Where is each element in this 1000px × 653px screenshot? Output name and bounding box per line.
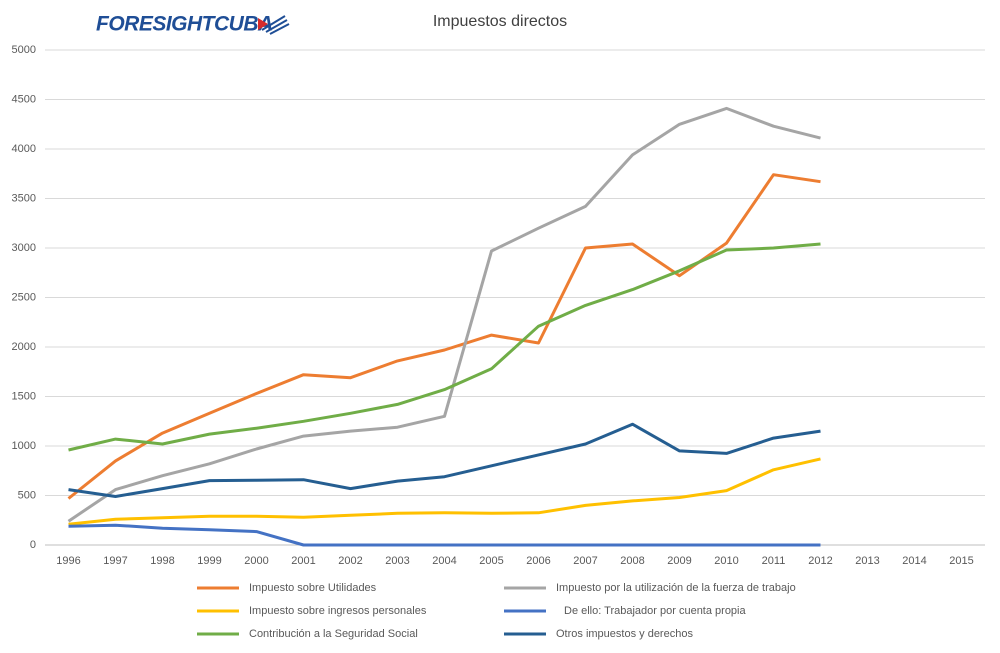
logo: FORESIGHTCUBA: [96, 13, 273, 36]
x-tick-label: 2004: [432, 555, 456, 567]
x-tick-label: 1999: [197, 555, 221, 567]
x-tick-label: 2006: [526, 555, 550, 567]
series-line: [68, 242, 821, 452]
x-tick-label: 2009: [667, 555, 691, 567]
x-tick-label: 2002: [338, 555, 362, 567]
x-tick-label: 2013: [855, 555, 879, 567]
y-tick-label: 5000: [12, 44, 36, 56]
x-tick-label: 2008: [620, 555, 644, 567]
x-tick-label: 2012: [808, 555, 832, 567]
series-line: [68, 523, 821, 547]
x-tick-label: 1996: [56, 555, 80, 567]
x-tick-label: 2015: [949, 555, 973, 567]
y-tick-label: 1500: [12, 390, 36, 402]
x-tick-label: 2014: [902, 555, 926, 567]
y-tick-label: 4500: [12, 93, 36, 105]
series-line: [68, 457, 821, 526]
x-tick-label: 1998: [150, 555, 174, 567]
series-line: [68, 422, 821, 498]
y-tick-label: 2500: [12, 291, 36, 303]
x-tick-label: 2007: [573, 555, 597, 567]
legend-label: De ello: Trabajador por cuenta propia: [564, 605, 746, 617]
legend-label: Contribución a la Seguridad Social: [249, 628, 418, 640]
x-tick-label: 2010: [714, 555, 738, 567]
x-tick-label: 2003: [385, 555, 409, 567]
y-tick-label: 500: [18, 489, 36, 501]
y-tick-label: 0: [30, 539, 36, 551]
y-tick-label: 4000: [12, 143, 36, 155]
x-tick-label: 2011: [762, 555, 786, 567]
chart-title: Impuestos directos: [433, 13, 567, 30]
legend-label: Impuesto sobre ingresos personales: [249, 605, 427, 617]
y-tick-label: 3500: [12, 192, 36, 204]
x-tick-label: 2000: [244, 555, 268, 567]
logo-flag: [258, 15, 290, 35]
legend-label: Impuesto por la utilización de la fuerza…: [556, 582, 796, 594]
x-tick-label: 2005: [479, 555, 503, 567]
y-tick-label: 3000: [12, 242, 36, 254]
legend-label: Impuesto sobre Utilidades: [249, 582, 377, 594]
legend-label: Otros impuestos y derechos: [556, 628, 693, 640]
y-tick-label: 2000: [12, 341, 36, 353]
x-tick-label: 1997: [103, 555, 127, 567]
x-tick-label: 2001: [291, 555, 315, 567]
series-line: [67, 106, 821, 523]
y-tick-label: 1000: [12, 440, 36, 452]
